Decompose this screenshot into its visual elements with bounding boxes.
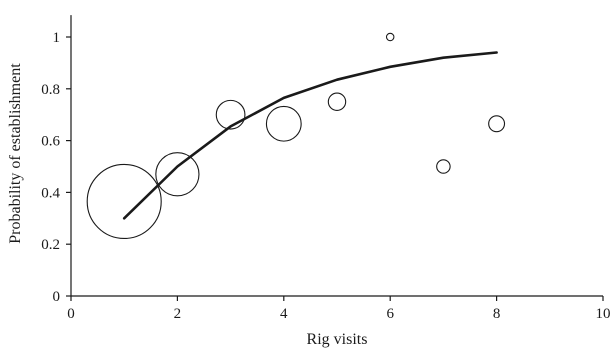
y-tick-label: 1 xyxy=(53,30,61,46)
data-bubble xyxy=(155,152,200,197)
y-axis-label: Probability of establishment xyxy=(7,63,24,244)
y-tick-label: 0 xyxy=(53,289,61,305)
bubble-series xyxy=(86,32,506,240)
data-bubble xyxy=(215,99,246,130)
x-tick-label: 10 xyxy=(596,306,611,322)
y-tick-label: 0.8 xyxy=(41,82,60,98)
x-tick-label: 0 xyxy=(67,306,75,322)
axes xyxy=(70,15,603,297)
data-bubble xyxy=(436,159,451,174)
y-tick-label: 0.2 xyxy=(41,237,60,253)
fitted-curve xyxy=(122,51,498,220)
x-tick-label: 8 xyxy=(493,306,501,322)
data-bubble xyxy=(488,115,506,133)
x-tick-label: 6 xyxy=(386,306,394,322)
data-bubble xyxy=(327,92,347,111)
data-bubble xyxy=(265,105,302,142)
x-tick-label: 2 xyxy=(174,306,182,322)
x-axis-label: Rig visits xyxy=(307,331,368,348)
y-tick-label: 0.6 xyxy=(41,134,60,150)
ticks: 0 2 4 6 8 10 0 0.2 0.4 0.6 0.8 1 xyxy=(41,30,610,322)
x-tick-label: 4 xyxy=(280,306,288,322)
y-tick-label: 0.4 xyxy=(41,185,60,201)
data-bubble xyxy=(385,32,395,42)
data-bubble xyxy=(86,163,162,240)
